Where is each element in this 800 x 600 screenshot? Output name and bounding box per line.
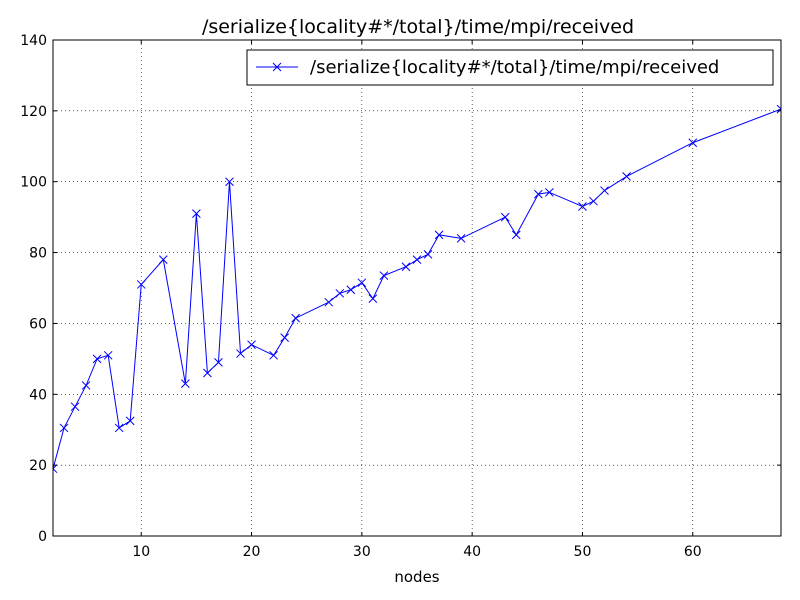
data-point-marker [511,230,521,240]
x-tick-label: 60 [684,544,702,560]
data-point-marker [533,189,543,199]
y-tick-label: 20 [29,458,47,474]
data-point-marker [346,285,356,295]
data-point-marker [125,416,135,426]
x-tick-label: 10 [132,544,150,560]
data-point-marker [53,464,58,474]
data-point-marker [269,350,278,360]
y-tick-label: 60 [29,316,47,332]
data-point-marker [214,358,223,367]
y-tick-label: 140 [20,33,47,49]
data-point-marker [412,255,422,265]
data-point-marker [158,255,168,265]
x-axis-label: nodes [394,568,439,586]
data-point-marker [236,349,245,358]
data-point-marker [776,104,781,114]
data-point-marker [92,354,102,364]
data-point-marker [81,381,91,390]
data-point-marker [357,278,367,288]
data-point-marker [578,202,587,211]
y-tick-label: 100 [20,175,47,191]
legend-marker-x [272,62,282,72]
data-point-marker [280,333,289,342]
data-point-marker [192,209,201,218]
y-tick-label: 0 [38,529,47,545]
data-point-marker [622,172,631,181]
data-point-marker [379,271,389,280]
data-point-marker [247,340,256,350]
grid-lines [53,40,781,536]
series-layer [53,104,781,474]
data-point-marker [335,288,345,298]
data-point-marker [136,280,146,289]
x-tick-label: 40 [463,544,481,560]
data-point-marker [368,294,378,303]
data-point-marker [225,177,234,187]
data-point-marker [456,234,466,243]
data-point-marker [500,212,510,222]
data-point-marker [181,379,190,389]
x-axis: 10 20 30 40 50 60 [132,40,702,560]
legend-box [246,49,774,86]
y-tick-label: 40 [29,387,47,403]
data-point-marker [59,423,69,433]
legend-entry-label: /serialize{locality#*/total}/time/mpi/re… [310,57,719,78]
plot-frame [52,39,782,537]
y-tick-label: 80 [29,246,47,262]
legend-marker [272,62,282,72]
data-point-marker [600,186,609,195]
legend: /serialize{locality#*/total}/time/mpi/re… [246,49,774,86]
data-point-marker [545,187,554,197]
chart-title: /serialize{locality#*/total}/time/mpi/re… [202,16,634,38]
data-point-marker [423,249,433,259]
data-point-marker [114,423,124,433]
data-point-marker [70,402,80,412]
data-point-marker [434,230,444,240]
x-tick-label: 50 [574,544,592,560]
data-point-marker [203,368,212,378]
series-group [53,104,781,474]
data-point-marker [324,297,334,307]
y-axis: 0 20 40 60 80 100 120 140 [20,33,781,545]
data-point-marker [589,196,598,206]
data-point-marker [103,350,113,360]
data-point-marker [401,262,411,272]
data-point-marker [688,138,698,148]
x-tick-label: 20 [243,544,261,560]
x-tick-label: 30 [353,544,371,560]
y-tick-label: 120 [20,104,47,120]
data-point-marker [291,313,301,323]
